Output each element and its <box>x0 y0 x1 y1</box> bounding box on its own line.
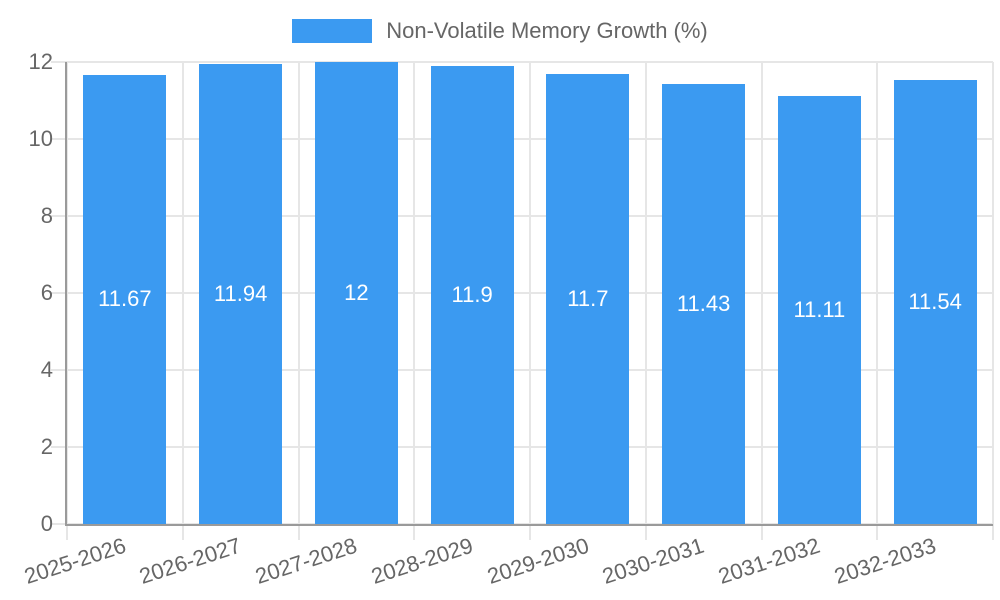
x-axis-tick-mark <box>66 524 68 540</box>
x-axis-tick-mark <box>876 524 879 540</box>
gridline-horizontal <box>67 138 993 140</box>
gridline-horizontal <box>67 215 993 217</box>
y-axis-tick-mark <box>51 446 67 448</box>
y-axis-tick-label: 0 <box>40 511 53 536</box>
x-axis-tick-label-text: 2032-2033 <box>831 532 939 589</box>
bar-2028-2029[interactable] <box>430 65 514 524</box>
bar-2030-2031[interactable] <box>662 83 746 524</box>
y-axis-tick-label: 2 <box>40 434 53 459</box>
x-axis-tick-mark <box>413 524 416 540</box>
bar-value-label: 11.94 <box>213 281 268 307</box>
x-axis-line <box>65 524 993 526</box>
y-axis-tick-mark <box>51 215 67 217</box>
gridline-horizontal <box>67 369 993 371</box>
y-axis-tick-mark <box>51 61 67 63</box>
bar-value-label: 11.7 <box>567 285 609 311</box>
x-axis-tick-label: 2032-2033 <box>715 532 939 589</box>
y-axis-tick-mark <box>51 523 67 525</box>
x-axis-tick-mark <box>644 524 647 540</box>
gridline-horizontal <box>67 446 993 448</box>
bar-2025-2026[interactable] <box>83 74 167 524</box>
y-axis-line <box>65 62 67 524</box>
y-axis-tick-mark <box>51 138 67 140</box>
y-axis-tick-label: 6 <box>40 280 53 305</box>
gridline-vertical <box>992 62 994 524</box>
x-axis-tick-mark <box>992 524 994 540</box>
bar-2026-2027[interactable] <box>199 64 283 524</box>
bar-value-label: 12 <box>344 280 369 305</box>
legend-swatch <box>292 19 373 43</box>
x-axis-tick-mark <box>297 524 300 540</box>
y-axis-tick-label: 4 <box>40 357 53 382</box>
x-axis-tick-mark <box>181 524 184 540</box>
y-axis-tick-mark <box>51 369 67 371</box>
x-axis-tick-mark <box>529 524 531 540</box>
bar-2027-2028[interactable] <box>314 62 398 524</box>
bar-2029-2030[interactable] <box>546 73 630 524</box>
y-axis-tick-label: 8 <box>40 203 53 228</box>
gridline-horizontal <box>67 292 993 294</box>
bar-2032-2033[interactable] <box>893 79 977 524</box>
chart-legend[interactable]: Non-Volatile Memory Growth (%) <box>0 18 1000 44</box>
bar-value-label: 11.67 <box>98 286 152 312</box>
bar-2031-2032[interactable] <box>777 96 861 524</box>
y-axis-tick-mark <box>51 292 67 294</box>
bar-value-label: 11.11 <box>793 297 846 323</box>
y-axis-tick-label: 10 <box>28 126 53 151</box>
bar-value-label: 11.43 <box>676 290 731 316</box>
legend-label: Non-Volatile Memory Growth (%) <box>386 18 708 43</box>
x-axis-tick-mark <box>760 524 763 540</box>
bar-value-label: 11.54 <box>908 288 962 314</box>
bar-value-label: 11.9 <box>451 281 493 307</box>
y-axis-tick-label: 12 <box>28 49 53 74</box>
gridline-horizontal <box>67 61 993 63</box>
